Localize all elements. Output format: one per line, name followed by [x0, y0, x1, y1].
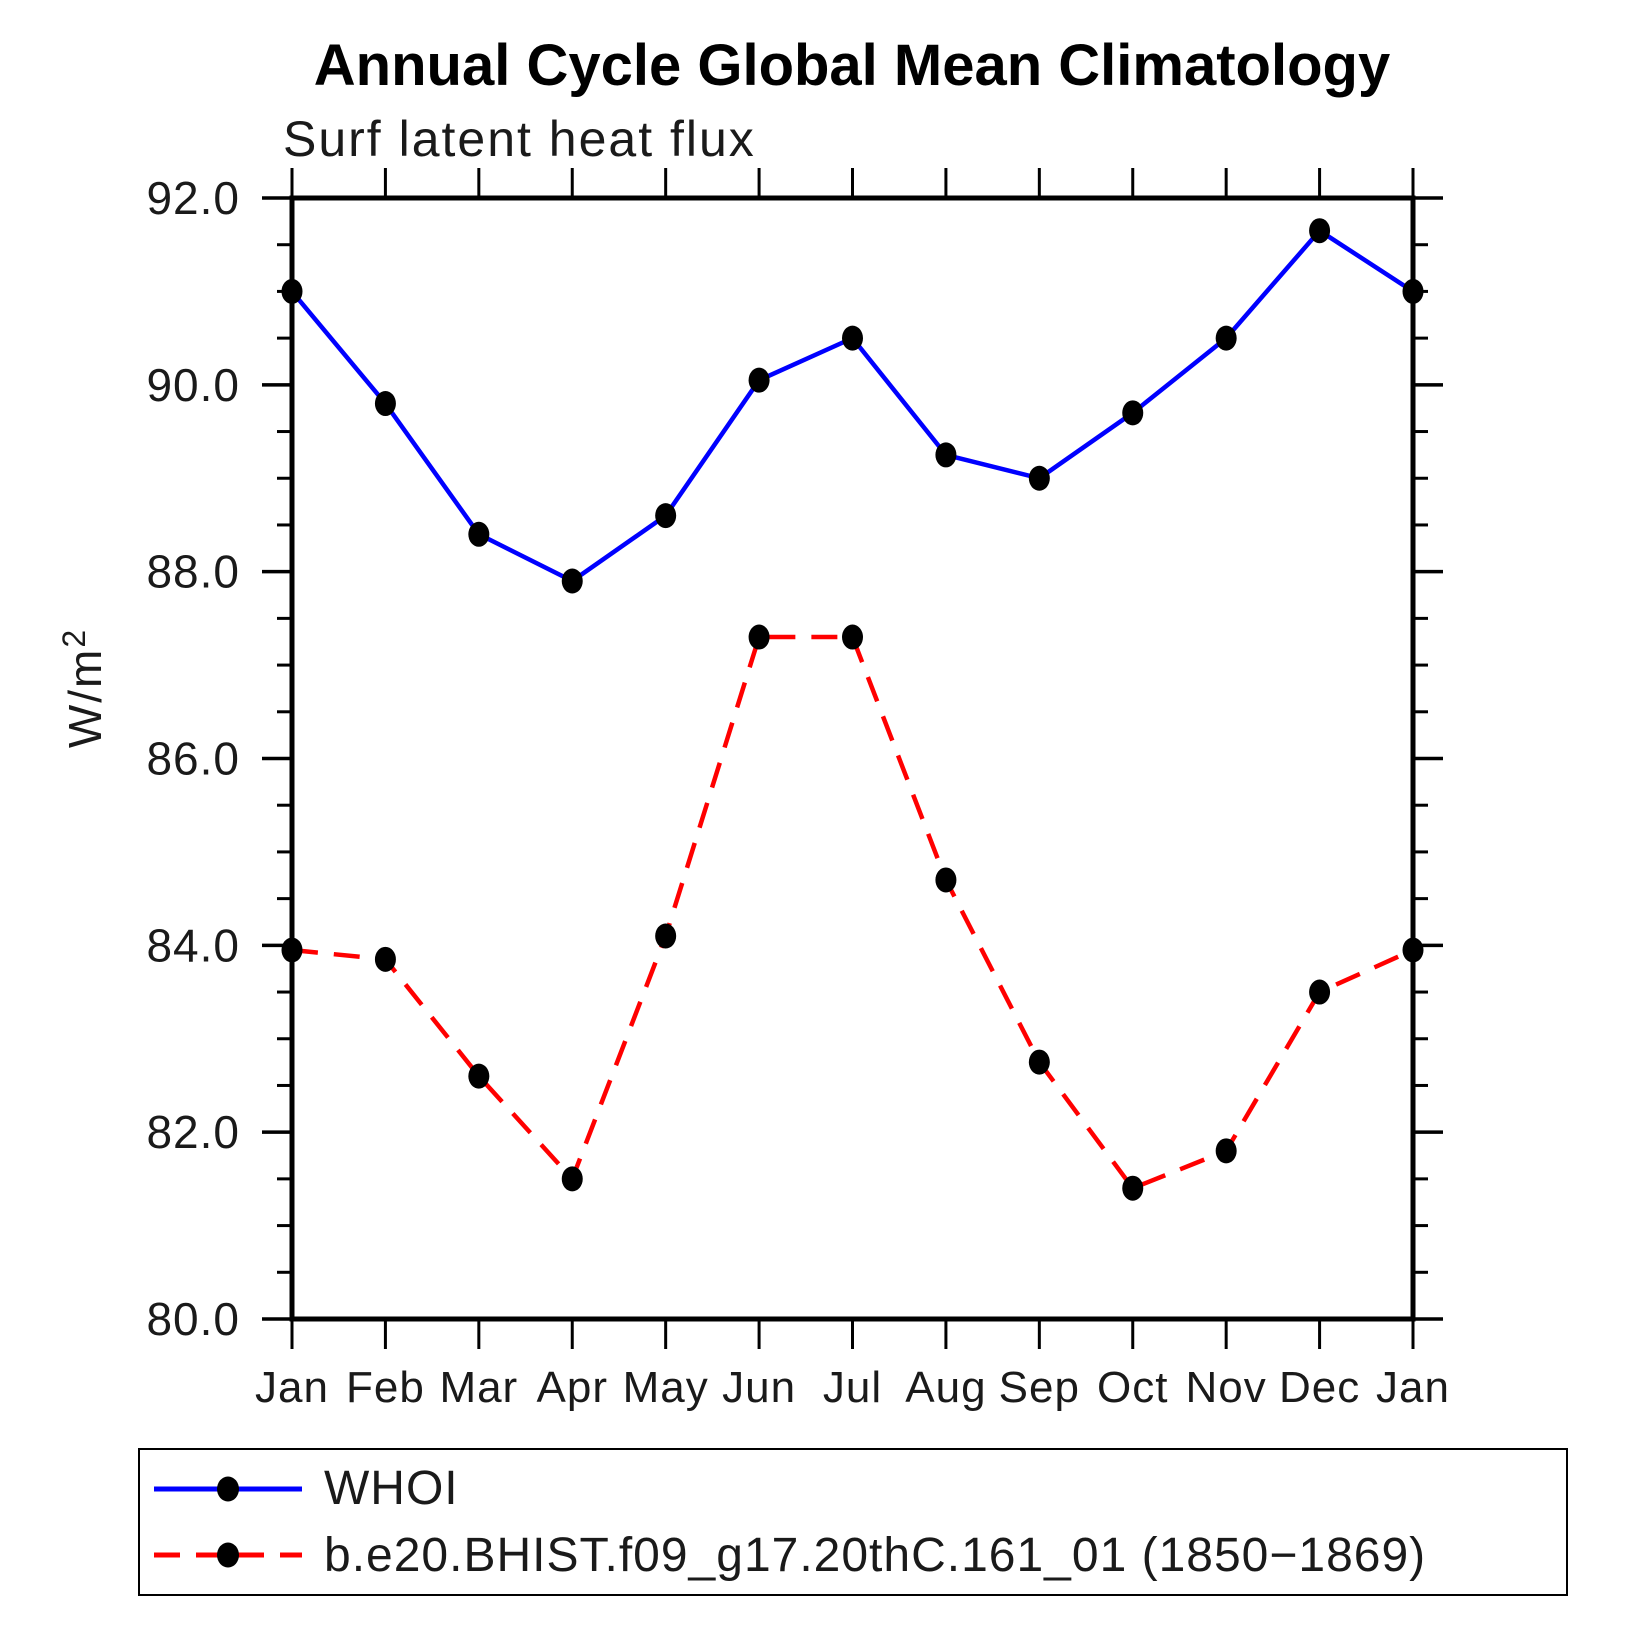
y-tick-label: 88.0	[146, 546, 240, 598]
plot-frame	[289, 195, 1416, 1322]
data-point-1-May	[655, 923, 677, 949]
data-point-0-Oct	[1122, 400, 1144, 426]
data-point-1-Aug	[935, 867, 957, 893]
data-point-0-Jan	[281, 278, 303, 304]
x-tick-label: Aug	[905, 1363, 986, 1412]
x-tick-label: May	[623, 1363, 709, 1412]
x-tick-label: Apr	[537, 1363, 608, 1412]
x-tick-label: Nov	[1186, 1363, 1267, 1412]
data-point-1-Oct	[1122, 1175, 1144, 1201]
x-tick-label: Jul	[823, 1363, 882, 1412]
y-tick-label: 90.0	[146, 359, 240, 411]
data-point-0-May	[655, 503, 677, 529]
y-tick-label: 84.0	[146, 919, 240, 971]
data-point-0-Sep	[1028, 465, 1050, 491]
legend-entry-whoi: WHOI	[152, 1461, 1566, 1516]
data-point-1-Nov	[1215, 1138, 1237, 1164]
x-tick-label: Mar	[439, 1363, 518, 1412]
data-point-1-Mar	[468, 1063, 490, 1089]
data-point-1-Jun	[748, 624, 770, 650]
x-tick-label: Feb	[346, 1363, 425, 1412]
x-tick-label: Jun	[722, 1363, 796, 1412]
x-tick-label: Sep	[999, 1363, 1080, 1412]
data-point-1-Jan	[281, 937, 303, 963]
legend-box: WHOI b.e20.BHIST.f09_g17.20thC.161_01 (1…	[138, 1448, 1568, 1596]
data-point-1-Dec	[1309, 979, 1331, 1005]
data-point-1-Jul	[842, 624, 863, 650]
legend-label-whoi: WHOI	[324, 1462, 459, 1516]
legend-label-model: b.e20.BHIST.f09_g17.20thC.161_01 (1850−1…	[324, 1528, 1427, 1582]
y-tick-label: 82.0	[146, 1106, 240, 1158]
chart-title: Annual Cycle Global Mean Climatology	[313, 33, 1391, 98]
data-point-1-Apr	[561, 1166, 583, 1192]
data-point-0-Jan	[1402, 278, 1424, 304]
y-tick-label: 92.0	[146, 172, 240, 224]
x-tick-label: Oct	[1097, 1363, 1168, 1412]
x-tick-label: Jan	[1376, 1363, 1450, 1412]
data-point-0-Mar	[468, 521, 490, 547]
legend-entry-model: b.e20.BHIST.f09_g17.20thC.161_01 (1850−1…	[152, 1528, 1566, 1583]
data-point-0-Nov	[1215, 325, 1237, 351]
data-point-0-Jun	[748, 367, 770, 393]
chart-subtitle: Surf latent heat flux	[283, 111, 756, 167]
legend-marker-dot	[217, 1476, 239, 1502]
data-point-0-Feb	[374, 391, 396, 417]
data-point-0-Aug	[935, 442, 957, 468]
plot-area: 92.0 90.0 88.0 86.0 84.0 82.0 80.0 Jan Feb Mar Apr…	[146, 168, 1450, 1412]
legend-sample-dashed-red-line	[154, 1542, 302, 1568]
legend-sample-solid-blue-line	[154, 1476, 302, 1502]
data-point-0-Jul	[842, 325, 863, 351]
data-point-0-Dec	[1309, 218, 1331, 244]
data-point-1-Feb	[374, 946, 396, 972]
x-tick-label: Jan	[255, 1363, 329, 1412]
y-tick-label: 80.0	[146, 1293, 240, 1345]
series-line-0	[290, 228, 1415, 584]
data-point-1-Jan	[1402, 937, 1424, 963]
x-tick-label: Dec	[1279, 1363, 1360, 1412]
data-point-1-Sep	[1028, 1049, 1050, 1075]
series-line-1	[291, 634, 1414, 1191]
data-point-0-Apr	[561, 568, 583, 594]
legend-marker-dot	[217, 1542, 239, 1568]
y-tick-label: 86.0	[146, 733, 240, 785]
